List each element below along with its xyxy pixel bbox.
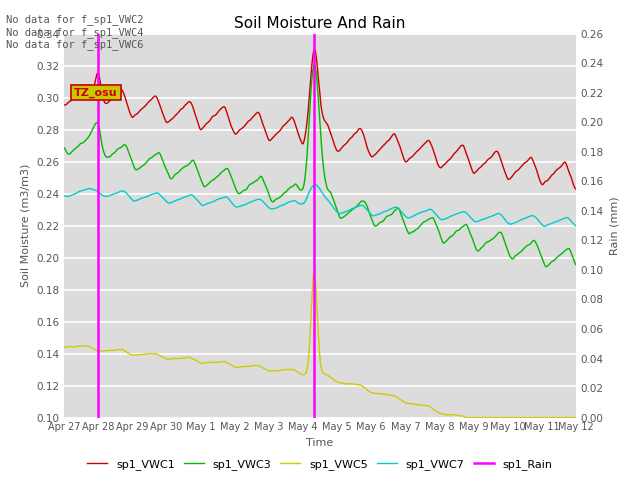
sp1_VWC5 <box>399 399 407 405</box>
sp1_VWC3 <box>543 264 550 270</box>
Title: Soil Moisture And Rain: Soil Moisture And Rain <box>234 16 406 31</box>
sp1_VWC7 <box>541 223 548 229</box>
sp1_VWC7 <box>311 182 319 188</box>
sp1_VWC5 <box>231 364 239 370</box>
sp1_VWC7 <box>467 214 474 220</box>
sp1_VWC3 <box>231 184 239 190</box>
Y-axis label: Soil Moisture (m3/m3): Soil Moisture (m3/m3) <box>20 164 31 288</box>
X-axis label: Time: Time <box>307 438 333 448</box>
Y-axis label: Rain (mm): Rain (mm) <box>609 196 620 255</box>
Line: sp1_VWC3: sp1_VWC3 <box>64 65 576 267</box>
sp1_VWC5 <box>310 269 318 275</box>
sp1_VWC7 <box>511 220 519 226</box>
sp1_VWC5 <box>572 415 580 420</box>
sp1_VWC7 <box>231 204 239 209</box>
sp1_VWC3 <box>310 62 318 68</box>
sp1_VWC5 <box>512 415 520 420</box>
sp1_VWC5 <box>60 345 68 350</box>
sp1_VWC1 <box>161 118 169 123</box>
Text: TZ_osu: TZ_osu <box>74 87 118 97</box>
Text: No data for f_sp1_VWC2
No data for f_sp1_VWC4
No data for f_sp1_VWC6: No data for f_sp1_VWC2 No data for f_sp1… <box>6 14 144 50</box>
sp1_VWC7 <box>399 211 407 217</box>
Line: sp1_VWC7: sp1_VWC7 <box>64 185 576 226</box>
sp1_VWC3 <box>511 253 519 259</box>
Line: sp1_VWC5: sp1_VWC5 <box>64 272 576 418</box>
sp1_VWC5 <box>174 356 182 361</box>
sp1_VWC3 <box>467 231 474 237</box>
sp1_VWC5 <box>461 415 469 420</box>
sp1_VWC1 <box>60 102 68 108</box>
sp1_VWC1 <box>572 186 580 192</box>
sp1_VWC7 <box>161 198 169 204</box>
sp1_VWC5 <box>161 356 169 361</box>
sp1_VWC1 <box>174 110 182 116</box>
sp1_VWC7 <box>572 223 580 229</box>
sp1_VWC1 <box>467 162 474 168</box>
sp1_VWC7 <box>174 197 182 203</box>
Legend: sp1_VWC1, sp1_VWC3, sp1_VWC5, sp1_VWC7, sp1_Rain: sp1_VWC1, sp1_VWC3, sp1_VWC5, sp1_VWC7, … <box>83 455 557 474</box>
sp1_VWC1 <box>231 131 239 137</box>
sp1_VWC3 <box>572 262 580 268</box>
sp1_VWC7 <box>60 193 68 199</box>
sp1_VWC3 <box>174 170 182 176</box>
sp1_VWC1 <box>399 155 407 160</box>
sp1_VWC3 <box>60 145 68 151</box>
Line: sp1_VWC1: sp1_VWC1 <box>64 49 576 189</box>
sp1_VWC3 <box>399 218 407 224</box>
sp1_VWC1 <box>310 47 318 52</box>
sp1_VWC1 <box>511 169 519 175</box>
sp1_VWC3 <box>161 165 169 170</box>
sp1_VWC5 <box>467 415 474 420</box>
